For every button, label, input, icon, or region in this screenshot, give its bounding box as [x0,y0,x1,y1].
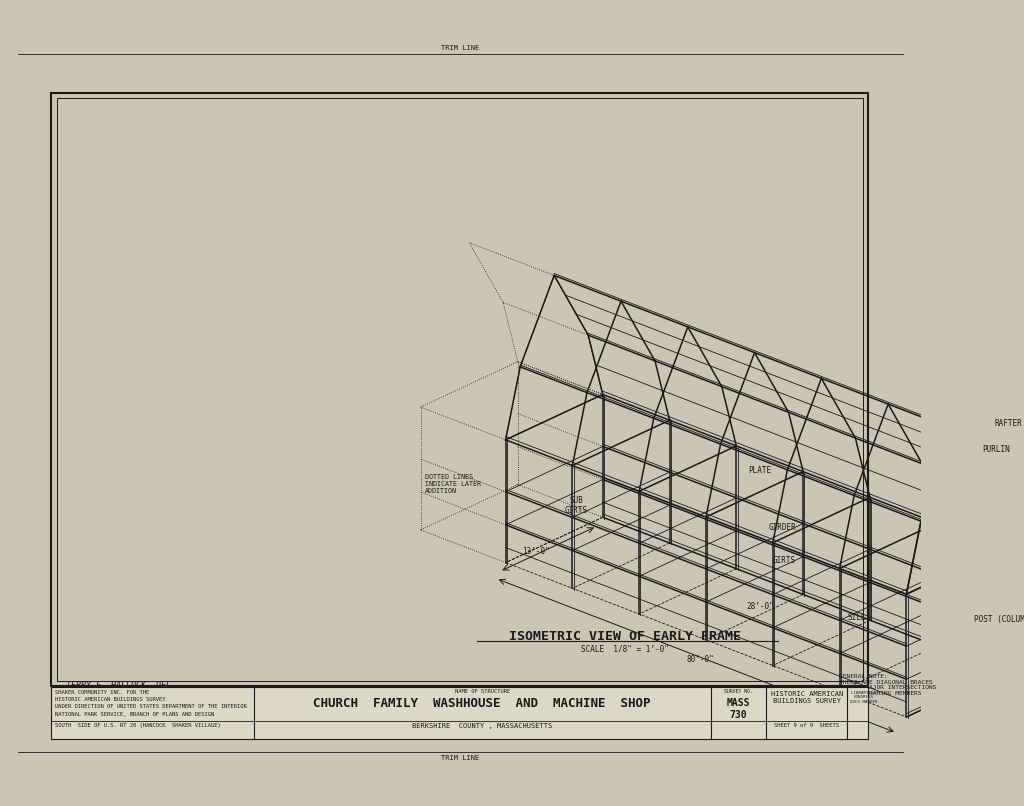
Text: TRIM LINE: TRIM LINE [441,754,479,761]
Text: ISOMETRIC VIEW OF EARLY FRAME: ISOMETRIC VIEW OF EARLY FRAME [509,629,741,642]
Text: 80’-0": 80’-0" [686,655,714,664]
Text: NAME OF STRUCTURE: NAME OF STRUCTURE [455,689,510,694]
Text: BERKSHIRE  COUNTY , MASSACHUSETTS: BERKSHIRE COUNTY , MASSACHUSETTS [412,723,552,729]
Text: SILL: SILL [847,613,865,622]
Text: GENERAL NOTE:
THERE ARE DIAGONAL BRACES
AT ALL MAJOR INTERSECTIONS
OF ALL FRAMIN: GENERAL NOTE: THERE ARE DIAGONAL BRACES … [839,674,936,696]
Text: HISTORIC AMERICAN BUILDINGS SURVEY: HISTORIC AMERICAN BUILDINGS SURVEY [55,697,166,702]
Text: 28’-0": 28’-0" [746,602,774,611]
Text: GIRDER: GIRDER [768,522,796,531]
Text: RAFTER: RAFTER [995,418,1023,427]
Text: PLATE: PLATE [749,466,772,475]
Text: SURVEY NO.: SURVEY NO. [724,689,753,694]
Bar [56,98,863,681]
Text: LIBRARY OF
CONGRESS
DOCS MARKER: LIBRARY OF CONGRESS DOCS MARKER [850,691,878,704]
Text: GIRTS: GIRTS [773,555,796,565]
Text: DOTTED LINES
INDICATE LATER
ADDITION: DOTTED LINES INDICATE LATER ADDITION [425,474,481,494]
Text: TERRY F. HALLOCK, DEL.: TERRY F. HALLOCK, DEL. [67,681,176,690]
Text: CHURCH  FAMILY  WASHHOUSE  AND  MACHINE  SHOP: CHURCH FAMILY WASHHOUSE AND MACHINE SHOP [313,697,651,710]
Text: SHEET 9 of 9  SHEETS: SHEET 9 of 9 SHEETS [774,723,840,729]
Text: TRIM LINE: TRIM LINE [441,45,479,52]
Text: UNDER DIRECTION OF UNITED STATES DEPARTMENT OF THE INTERIOR: UNDER DIRECTION OF UNITED STATES DEPARTM… [55,704,247,709]
Text: SCALE  1/8" = 1’-0": SCALE 1/8" = 1’-0" [582,644,670,653]
Text: SHAKER COMMUNITY INC. FOR THE: SHAKER COMMUNITY INC. FOR THE [55,690,150,695]
Text: SOUTH  SIDE OF U.S. RT 20 (HANCOCK  SHAKER VILLAGE): SOUTH SIDE OF U.S. RT 20 (HANCOCK SHAKER… [55,723,220,729]
Text: PURLIN: PURLIN [982,445,1010,455]
Text: 13’-0": 13’-0" [521,547,550,556]
Text: MASS
730: MASS 730 [727,698,751,720]
Text: HISTORIC AMERICAN
BUILDINGS SURVEY: HISTORIC AMERICAN BUILDINGS SURVEY [771,691,843,704]
Text: POST (COLUMN): POST (COLUMN) [974,616,1024,625]
Bar [51,688,868,739]
Bar [51,93,868,687]
Text: SUB
GIRTS: SUB GIRTS [564,496,588,515]
Text: NATIONAL PARK SERVICE, BRANCH OF PLANS AND DESIGN: NATIONAL PARK SERVICE, BRANCH OF PLANS A… [55,712,214,717]
